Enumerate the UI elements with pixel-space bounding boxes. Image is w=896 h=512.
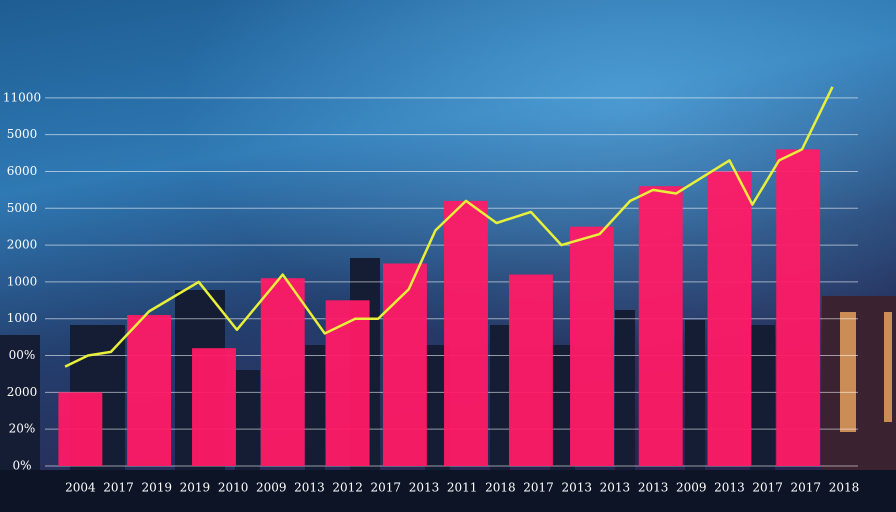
x-tick-label: 2012	[332, 481, 363, 495]
bar	[58, 392, 103, 466]
bar	[638, 186, 683, 466]
y-tick-label: 6000	[7, 164, 38, 178]
y-tick-label: 5000	[7, 127, 38, 141]
y-tick-label: 1000	[7, 274, 38, 288]
x-tick-label: 2013	[294, 481, 325, 495]
bar	[325, 300, 370, 466]
y-tick-label: 2000	[7, 385, 38, 399]
x-tick-label: 2017	[523, 481, 554, 495]
y-tick-label: 5000	[7, 201, 38, 215]
x-tick-label: 2013	[638, 481, 669, 495]
bar	[707, 171, 752, 467]
x-tick-label: 2011	[447, 481, 478, 495]
x-tick-label: 2018	[829, 481, 860, 495]
bar	[776, 149, 821, 466]
y-tick-label: 2000	[7, 238, 38, 252]
line	[64, 86, 834, 368]
bar	[508, 274, 553, 466]
windows	[840, 312, 892, 432]
bar	[382, 263, 427, 466]
y-tick-label: 11000	[3, 90, 41, 104]
bar	[444, 200, 488, 466]
y-tick-label: 20%	[9, 422, 36, 436]
x-tick-label: 2013	[600, 481, 631, 495]
y-tick-label: 0%	[12, 459, 31, 473]
x-tick-label: 2013	[561, 481, 592, 495]
x-tick-label: 2018	[485, 481, 516, 495]
x-tick-label: 2009	[256, 481, 287, 495]
x-tick-label: 2017	[752, 481, 783, 495]
x-tick-label: 2019	[141, 481, 172, 495]
bar	[192, 348, 236, 466]
bar	[127, 315, 172, 466]
x-tick-label: 2017	[791, 481, 822, 495]
x-tick-label: 2013	[409, 481, 440, 495]
bar	[570, 226, 614, 466]
x-tick-label: 2009	[676, 481, 707, 495]
y-tick-label: 00%	[9, 348, 36, 362]
x-tick-label: 2017	[371, 481, 402, 495]
x-tick-label: 2013	[714, 481, 745, 495]
y-tick-label: 1000	[7, 311, 38, 325]
x-tick-label: 2004	[65, 481, 96, 495]
x-tick-label: 2017	[103, 481, 134, 495]
x-tick-label: 2010	[218, 481, 249, 495]
bar	[260, 278, 305, 466]
x-tick-label: 2019	[180, 481, 211, 495]
